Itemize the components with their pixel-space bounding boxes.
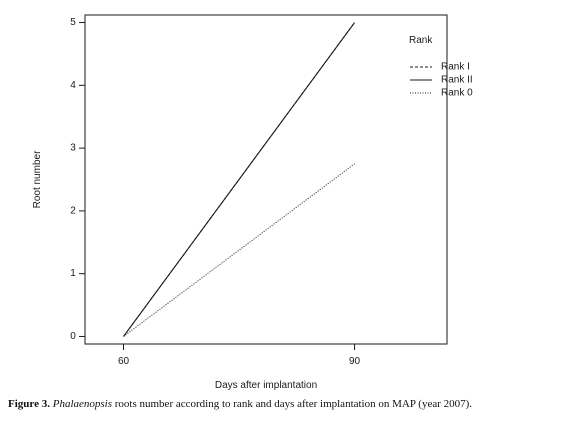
x-tick-label: 90: [349, 356, 361, 367]
y-tick-label: 0: [70, 331, 76, 342]
y-tick-label: 4: [70, 80, 76, 91]
caption-label: Figure 3.: [8, 398, 50, 410]
y-tick-label: 5: [70, 17, 76, 28]
caption-text: roots number according to rank and days …: [112, 398, 473, 410]
y-tick-label: 3: [70, 143, 76, 154]
series-line-rank-ii: [123, 22, 356, 337]
legend-items: Rank I Rank II Rank 0: [410, 62, 473, 99]
y-axis-title: Root number: [32, 150, 43, 208]
caption-genus: Phalaenopsis: [52, 398, 112, 410]
plot-frame: [84, 14, 448, 345]
legend-title: Rank: [409, 35, 433, 46]
x-axis-title: Days after implantation: [215, 380, 317, 391]
series-line-rank-0: [123, 163, 355, 337]
x-axis: 60 90: [118, 344, 361, 367]
legend-label: Rank II: [441, 75, 473, 86]
y-tick-label: 2: [70, 205, 76, 216]
x-tick-label: 60: [118, 356, 130, 367]
y-axis: 0 1 2 3 4 5: [70, 17, 85, 342]
y-tick-label: 1: [70, 268, 76, 279]
legend-label: Rank I: [441, 62, 470, 73]
series-lines: [123, 22, 356, 337]
figure-caption: Figure 3. Phalaenopsis roots number acco…: [8, 398, 574, 410]
legend: Rank Rank I Rank II Rank 0: [409, 35, 473, 99]
legend-label: Rank 0: [441, 88, 473, 99]
chart: 0 1 2 3 4 5 60 90 Root number Days after impla…: [32, 14, 473, 391]
